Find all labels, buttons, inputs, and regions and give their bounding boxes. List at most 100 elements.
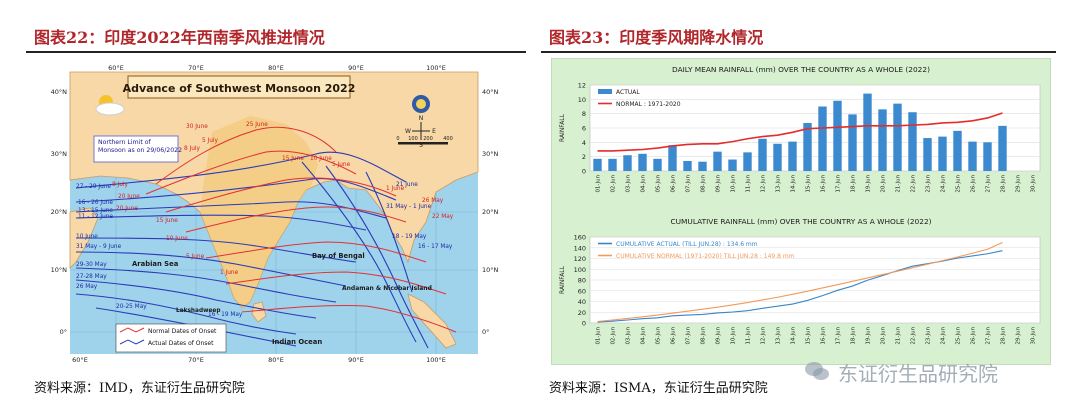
- y-tick-label: 12: [578, 82, 586, 90]
- bar: [713, 151, 722, 171]
- y-tick-label: 10: [578, 96, 586, 104]
- figure-23-title: 图表23：印度季风期降水情况: [549, 28, 764, 47]
- limit-note-line2: Monsoon as on 29/06/2022: [98, 147, 182, 154]
- lat-label: 40°N: [51, 88, 68, 96]
- x-tick-label: 05-Jun: [656, 327, 662, 345]
- x-tick-label: 16-Jun: [821, 327, 827, 345]
- x-tick-label: 14-Jun: [791, 175, 797, 193]
- svg-text:200: 200: [423, 136, 433, 142]
- x-tick-label: 26-Jun: [971, 175, 977, 193]
- x-tick-label: 21-Jun: [896, 327, 902, 345]
- actual-date-label: 29-30 May: [76, 262, 107, 268]
- x-tick-label: 28-Jun: [1001, 175, 1007, 193]
- x-tick-label: 27-Jun: [986, 327, 992, 345]
- bar: [983, 142, 992, 171]
- actual-date-label: 13 - 15 June: [78, 208, 113, 214]
- svg-text:N: N: [419, 115, 424, 122]
- legend-normal: Normal Dates of Onset: [148, 328, 217, 335]
- normal-date-label: 22 May: [432, 214, 454, 220]
- x-tick-label: 02-Jun: [611, 175, 617, 193]
- limit-note: Northern Limit of Monsoon as on 29/06/20…: [98, 139, 182, 154]
- y-tick-label: 0: [582, 168, 586, 176]
- bar: [638, 153, 647, 171]
- bar: [803, 122, 812, 171]
- y-tick-label: 100: [574, 266, 586, 274]
- actual-date-label: 21 June: [396, 182, 418, 188]
- x-tick-label: 06-Jun: [671, 175, 677, 193]
- x-tick-label: 18-Jun: [851, 175, 857, 193]
- y-tick-label: 140: [574, 244, 586, 252]
- svg-text:S: S: [419, 142, 423, 149]
- legend-label: CUMULATIVE ACTUAL (TILL JUN.28) : 134.6 …: [616, 241, 758, 248]
- bar: [668, 145, 677, 171]
- series-line: [597, 112, 1003, 152]
- bar: [728, 159, 737, 171]
- lon-label-bottom: 100°E: [426, 356, 446, 364]
- x-tick-label: 13-Jun: [776, 175, 782, 193]
- actual-date-label: 31 May - 9 June: [76, 244, 122, 250]
- x-tick-label: 05-Jun: [656, 175, 662, 193]
- sri-lanka: [251, 301, 267, 323]
- lat-label: 0°: [60, 328, 67, 336]
- region-label: Bay of Bengal: [312, 252, 365, 260]
- lat-label-right: 40°N: [482, 88, 499, 96]
- svg-text:100: 100: [408, 136, 418, 142]
- x-tick-label: 14-Jun: [791, 327, 797, 345]
- x-tick-label: 02-Jun: [611, 327, 617, 345]
- imd-emblem-icon: [412, 95, 430, 113]
- y-tick-label: 2: [582, 153, 586, 161]
- x-tick-label: 15-Jun: [806, 175, 812, 193]
- bar: [878, 109, 887, 171]
- lon-label: 70°E: [188, 64, 204, 72]
- lat-label: 30°N: [51, 150, 68, 158]
- x-tick-label: 21-Jun: [896, 175, 902, 193]
- x-tick-label: 07-Jun: [686, 327, 692, 345]
- x-tick-label: 06-Jun: [671, 327, 677, 345]
- legend-normal-swatch: [119, 327, 145, 333]
- x-tick-label: 25-Jun: [956, 175, 962, 193]
- normal-date-label: 1 June: [220, 270, 239, 276]
- x-tick-label: 30-Jun: [1031, 175, 1037, 193]
- actual-date-label: 10 June: [76, 234, 98, 240]
- x-tick-label: 22-Jun: [911, 327, 917, 345]
- y-axis-label: RAINFALL: [559, 113, 566, 142]
- bar: [818, 106, 827, 171]
- x-tick-label: 10-Jun: [731, 327, 737, 345]
- y-axis-label: RAINFALL: [559, 265, 566, 294]
- x-tick-label: 08-Jun: [701, 175, 707, 193]
- normal-date-label: 20 June: [118, 194, 140, 200]
- region-label: Lakshadweep: [176, 308, 220, 314]
- scale-bar: 0 100 200 400: [396, 136, 453, 145]
- bar: [698, 161, 707, 171]
- x-tick-label: 07-Jun: [686, 175, 692, 193]
- svg-text:400: 400: [443, 136, 453, 142]
- x-tick-label: 17-Jun: [836, 327, 842, 345]
- y-tick-label: 8: [582, 110, 586, 118]
- x-tick-label: 01-Jun: [596, 175, 602, 193]
- bar: [953, 130, 962, 171]
- map-heading-box: [127, 75, 351, 99]
- lat-label: 20°N: [51, 208, 68, 216]
- x-tick-label: 20-Jun: [881, 327, 887, 345]
- x-tick-label: 24-Jun: [941, 175, 947, 193]
- lat-label: 10°N: [51, 266, 68, 274]
- limit-note-box: [93, 135, 179, 163]
- x-tick-label: 23-Jun: [926, 327, 932, 345]
- actual-date-label: 18 - 19 May: [392, 234, 427, 240]
- x-tick-label: 19-Jun: [866, 175, 872, 193]
- region-label: Arabian Sea: [132, 260, 179, 268]
- lat-label-right: 10°N: [482, 266, 499, 274]
- legend-label: CUMULATIVE NORMAL (1971-2020) TILL JUN.2…: [616, 253, 795, 260]
- monsoon-map: Advance of Southwest Monsoon 2022 60°E 7…: [36, 62, 516, 364]
- y-tick-label: 0: [582, 320, 586, 328]
- bar: [623, 155, 632, 171]
- x-tick-label: 11-Jun: [746, 175, 752, 193]
- lon-label-bottom: 90°E: [348, 356, 364, 364]
- normal-onset-lines: [145, 126, 457, 333]
- x-tick-label: 13-Jun: [776, 327, 782, 345]
- legend-actual-swatch: [119, 339, 145, 345]
- lat-label-right: 0°: [482, 328, 489, 336]
- region-label: Andaman & Nicobar Island: [342, 285, 432, 292]
- bar: [833, 100, 842, 171]
- y-tick-label: 120: [574, 255, 586, 263]
